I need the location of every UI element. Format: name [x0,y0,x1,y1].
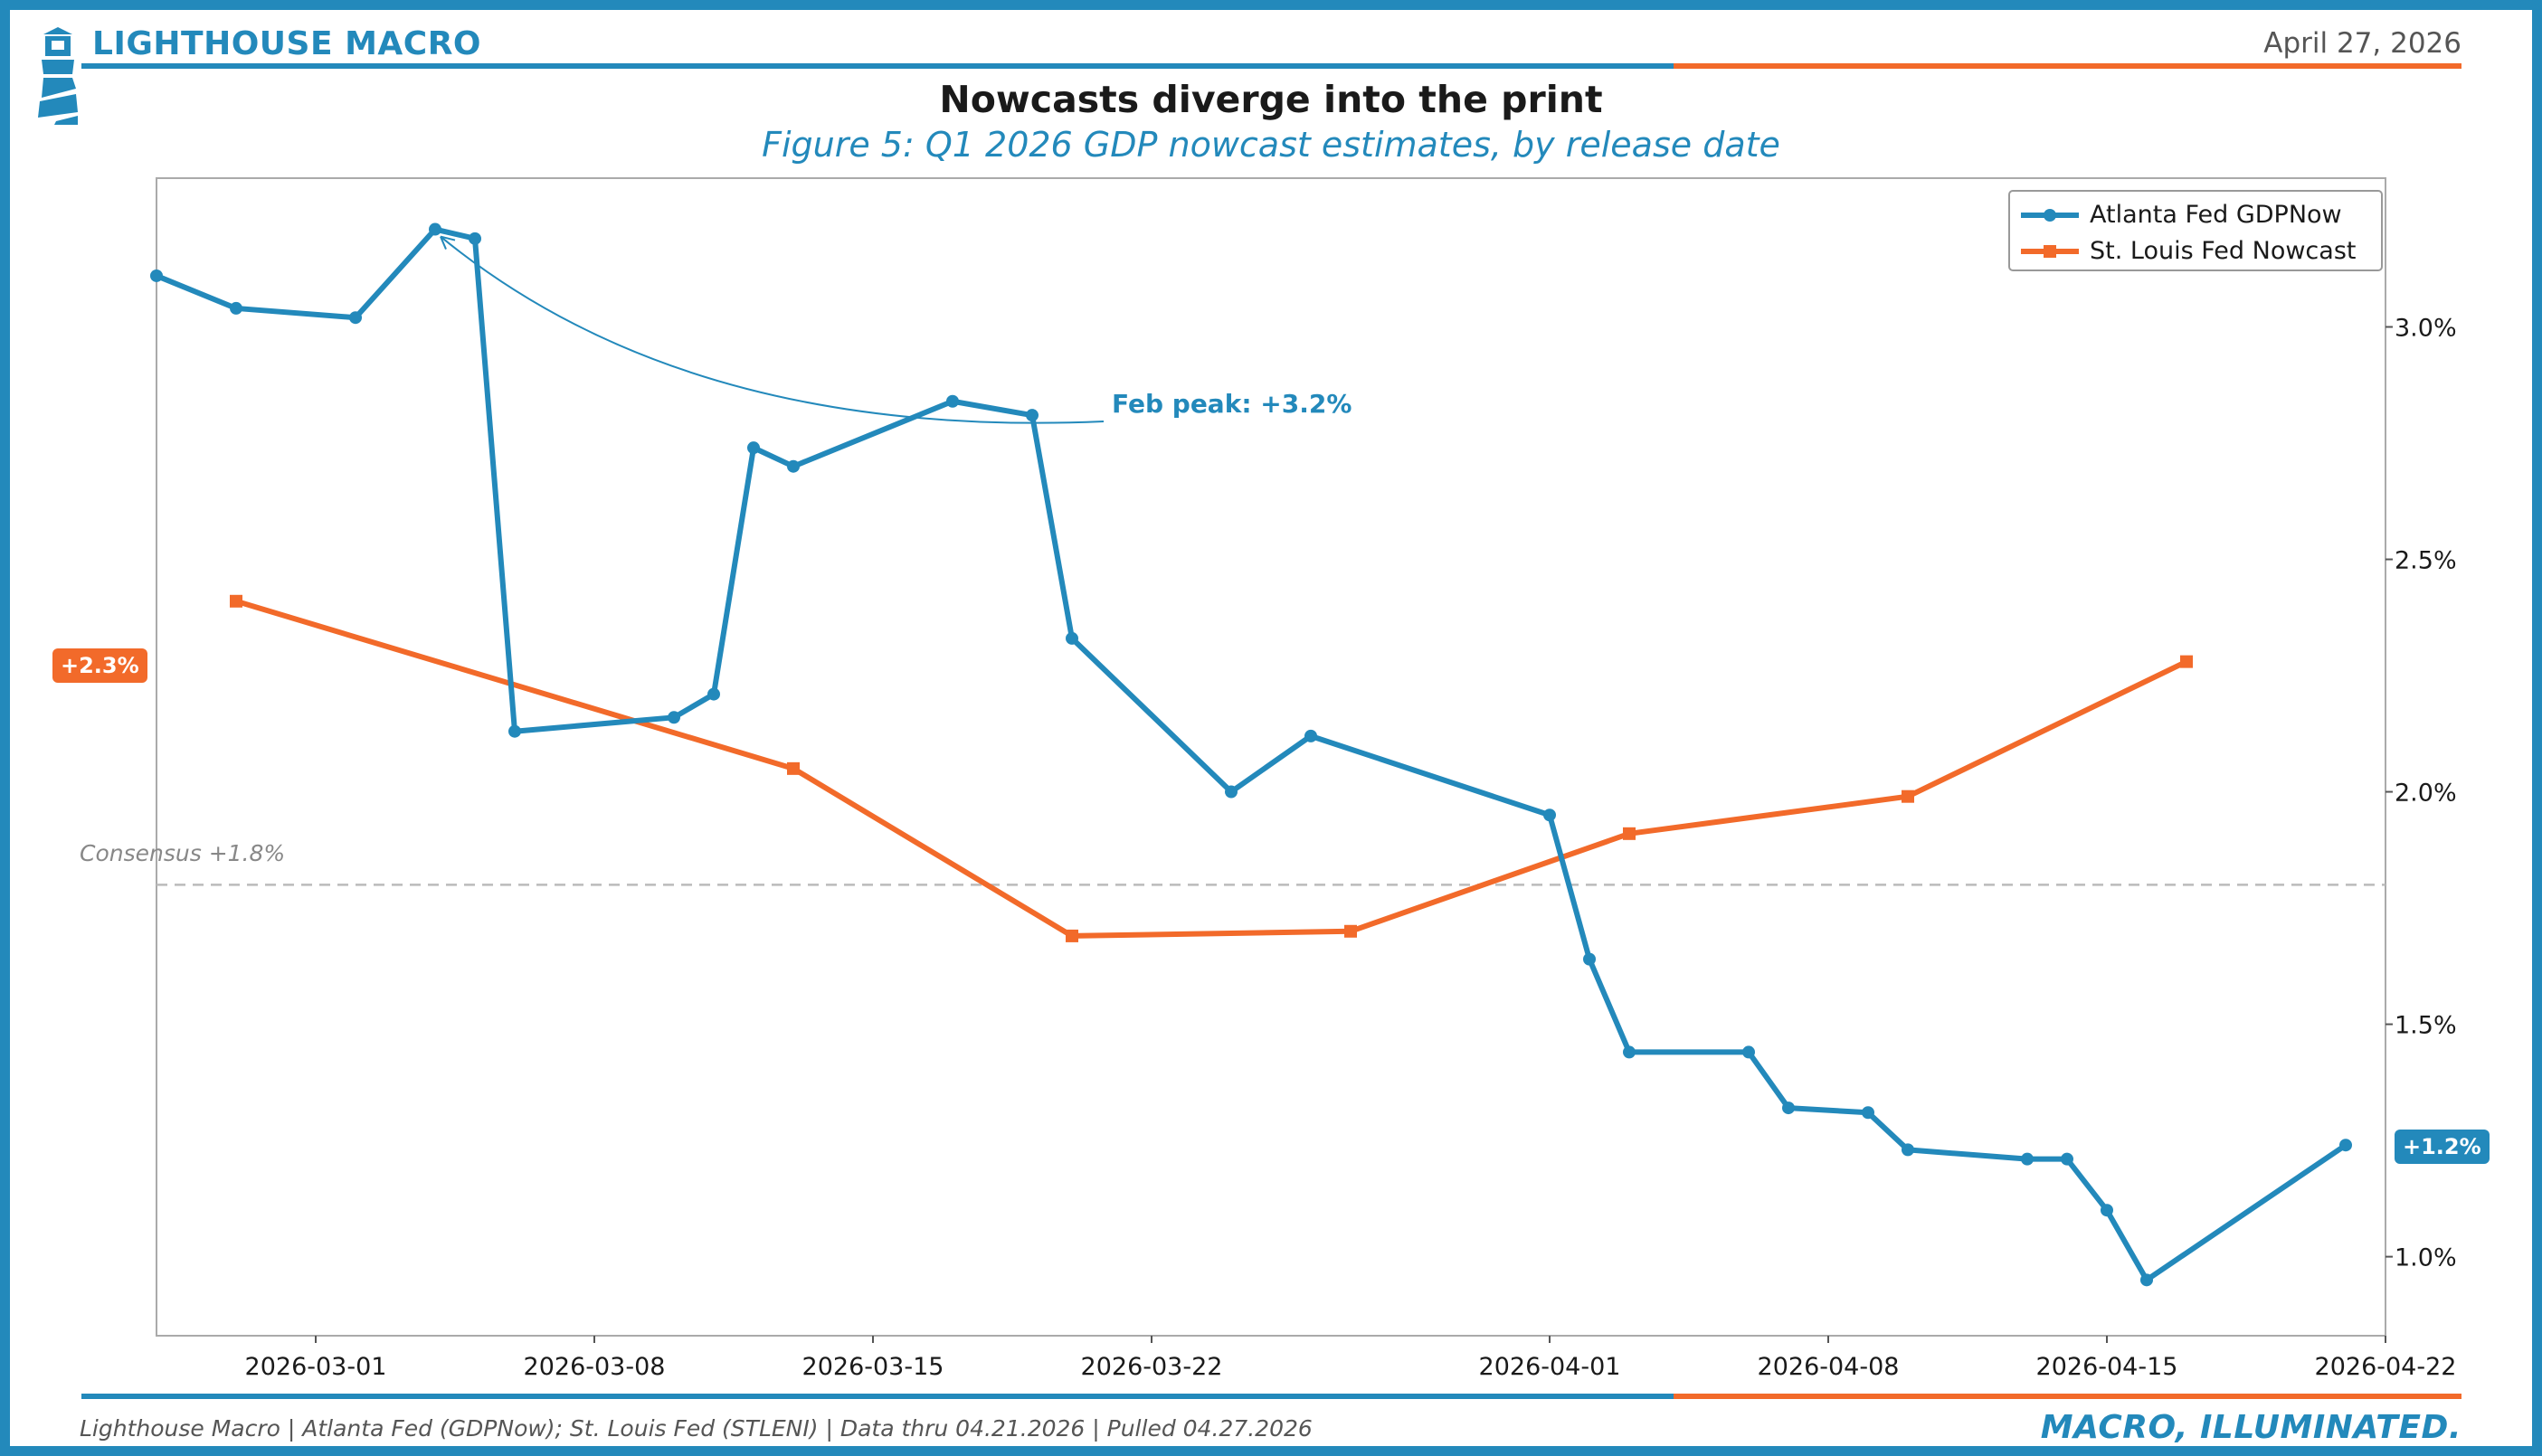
data-point-atlanta [747,441,760,455]
data-point-stlouis [230,594,242,608]
data-point-stlouis [2180,655,2193,668]
x-tick-label: 2026-03-22 [1081,1353,1223,1381]
annotation-arrow [440,235,1105,424]
chart-title: Nowcasts diverge into the print [939,78,1603,121]
data-point-atlanta [1782,1101,1795,1115]
lighthouse-icon [38,27,78,125]
data-point-atlanta [2140,1273,2153,1287]
data-point-atlanta [230,301,242,315]
data-point-atlanta [349,311,362,325]
legend-item-stlouis: St. Louis Fed Nowcast [2010,235,2381,268]
source-note: Lighthouse Macro | Atlanta Fed (GDPNow);… [80,1415,1313,1442]
data-point-atlanta [946,394,959,408]
legend-swatch-stlouis [2021,245,2079,258]
data-point-atlanta [1066,631,1078,645]
chart-subtitle: Figure 5: Q1 2026 GDP nowcast estimates,… [762,125,1780,165]
peak-annotation: Feb peak: +3.2% [1112,389,1352,419]
y-tick-label: 3.0% [2395,314,2457,342]
data-point-atlanta [1026,409,1039,422]
data-point-atlanta [429,222,441,236]
data-point-atlanta [2101,1204,2113,1217]
x-tick-label: 2026-03-15 [802,1353,944,1381]
series-line-atlanta [154,226,2348,1283]
x-tick-label: 2026-04-22 [2315,1353,2457,1381]
data-point-atlanta [668,711,680,724]
y-tick-label: 1.0% [2395,1244,2457,1272]
y-tick-label: 2.5% [2395,547,2457,575]
legend-item-atlanta: Atlanta Fed GDPNow [2010,199,2381,232]
plot-area [156,177,2386,1337]
legend: Atlanta Fed GDPNow St. Louis Fed Nowcast [2008,190,2383,271]
x-tick-label: 2026-04-15 [2036,1353,2178,1381]
data-point-atlanta [2339,1139,2352,1152]
report-date: April 27, 2026 [2263,27,2461,60]
data-point-stlouis [1902,789,1914,803]
consensus-label: Consensus +1.8% [80,840,286,866]
data-point-atlanta [150,269,163,282]
data-point-atlanta [1225,785,1238,799]
brand-name: LIGHTHOUSE MACRO [92,25,482,62]
y-tick-label: 2.0% [2395,780,2457,808]
data-point-atlanta [508,724,521,738]
data-point-atlanta [1583,952,1596,966]
data-point-atlanta [1623,1045,1636,1059]
data-point-atlanta [469,232,481,245]
data-point-atlanta [1543,808,1556,822]
x-tick-label: 2026-04-08 [1758,1353,1900,1381]
legend-swatch-atlanta [2021,209,2079,222]
y-tick-label: 1.5% [2395,1012,2457,1040]
data-point-atlanta [1742,1045,1755,1059]
data-point-atlanta [2061,1152,2073,1166]
data-point-atlanta [707,687,720,701]
data-point-atlanta [787,459,800,473]
annotation-arrowhead [440,235,456,250]
data-point-atlanta [1902,1143,1914,1157]
legend-label-atlanta: Atlanta Fed GDPNow [2090,201,2342,229]
data-point-stlouis [787,761,800,775]
atl-end-label: +1.2% [2395,1130,2490,1164]
x-tick-label: 2026-04-01 [1479,1353,1621,1381]
stl-end-label: +2.3% [52,648,147,683]
tagline: MACRO, ILLUMINATED. [2040,1409,2461,1446]
data-point-atlanta [2021,1152,2034,1166]
data-point-atlanta [1304,729,1317,742]
x-tick-label: 2026-03-01 [245,1353,387,1381]
data-point-stlouis [1066,929,1078,942]
data-point-stlouis [1623,827,1636,840]
data-point-stlouis [1344,924,1357,938]
legend-label-stlouis: St. Louis Fed Nowcast [2090,237,2357,265]
data-point-atlanta [1862,1106,1874,1120]
x-tick-label: 2026-03-08 [524,1353,666,1381]
